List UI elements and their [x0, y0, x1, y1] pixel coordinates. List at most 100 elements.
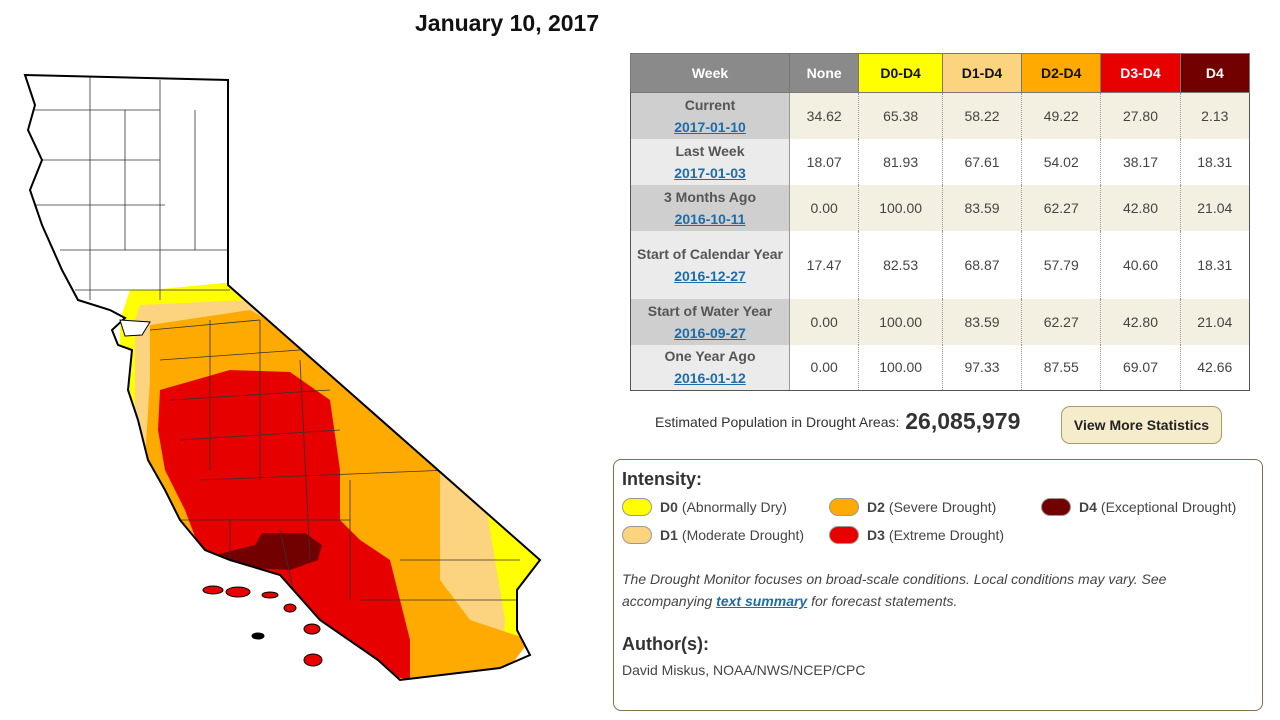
legend-note: The Drought Monitor focuses on broad-sca…: [622, 571, 1167, 609]
population-summary: Estimated Population in Drought Areas: 2…: [655, 408, 1020, 435]
legend-swatch: [1041, 498, 1071, 516]
column-header: D1-D4: [941, 53, 1023, 93]
legend-desc: (Abnormally Dry): [681, 499, 787, 515]
row-date-link[interactable]: 2016-09-27: [674, 324, 746, 341]
table-cell: 57.79: [1021, 230, 1102, 299]
d3-region: [158, 370, 410, 680]
table-cell: 67.61: [942, 138, 1023, 185]
drought-stats-table: Week None D0-D4 D1-D4 D2-D4 D3-D4 D4 Current 20…: [630, 53, 1251, 391]
legend-desc: (Severe Drought): [888, 499, 997, 515]
table-cell: 62.27: [1021, 184, 1102, 231]
legend-item-d3: D3 (Extreme Drought): [829, 526, 1004, 544]
table-cell: 54.02: [1021, 138, 1102, 185]
column-header: D3-D4: [1100, 53, 1181, 93]
d4-region: [215, 533, 322, 570]
table-cell: 18.07: [789, 138, 860, 185]
table-cell: 0.00: [789, 184, 860, 231]
table-row: Last Week 2017-01-03 18.07 81.93 67.61 54.02 3…: [630, 138, 1251, 185]
table-cell: 40.60: [1100, 230, 1181, 299]
table-row: One Year Ago 2016-01-12 0.00 100.00 97.33 87.…: [630, 344, 1251, 391]
view-more-statistics-button[interactable]: View More Statistics: [1061, 406, 1222, 444]
legend-swatch: [829, 498, 859, 516]
legend-desc: (Moderate Drought): [681, 527, 805, 543]
table-cell: 0.00: [789, 344, 860, 391]
table-cell: 21.04: [1180, 298, 1251, 345]
table-cell: 69.07: [1100, 344, 1181, 391]
legend-title: Intensity:: [622, 469, 703, 489]
legend-swatch: [622, 498, 652, 516]
page-title: January 10, 2017: [415, 10, 600, 36]
population-label: Estimated Population in Drought Areas:: [655, 414, 900, 430]
table-cell: 62.27: [1021, 298, 1102, 345]
column-header: D4: [1179, 53, 1251, 93]
table-cell: 65.38: [858, 92, 943, 139]
table-row: Current 2017-01-10 34.62 65.38 58.22 49.22 27.…: [630, 92, 1251, 139]
legend-item-d4: D4 (Exceptional Drought): [1041, 498, 1236, 516]
row-label: Start of Water Year 2016-09-27: [630, 298, 790, 345]
legend-code: D3: [867, 527, 885, 543]
legend-item-d0: D0 (Abnormally Dry): [622, 498, 787, 516]
legend-swatch: [622, 526, 652, 544]
table-cell: 27.80: [1100, 92, 1181, 139]
table-cell: 100.00: [858, 298, 943, 345]
county-lines: [25, 75, 520, 621]
row-label: Last Week 2017-01-03: [630, 138, 790, 185]
legend-item-d2: D2 (Severe Drought): [829, 498, 996, 516]
column-header: D2-D4: [1021, 53, 1102, 93]
table-cell: 18.31: [1180, 138, 1251, 185]
drought-map: [23, 73, 542, 682]
table-cell: 0.00: [789, 298, 860, 345]
table-row: 3 Months Ago 2016-10-11 0.00 100.00 83.59 62.…: [630, 184, 1251, 231]
row-label: One Year Ago 2016-01-12: [630, 344, 790, 391]
row-label-text: One Year Ago: [664, 348, 756, 365]
table-cell: 100.00: [858, 344, 943, 391]
intensity-legend: Intensity: D0 (Abnormally Dry) D1 (Moderate…: [613, 459, 1263, 711]
row-label-text: Start of Calendar Year: [636, 245, 784, 262]
legend-code: D0: [660, 499, 678, 515]
sf-bay: [119, 319, 151, 337]
table-cell: 42.80: [1100, 298, 1181, 345]
column-header: Week: [630, 53, 790, 93]
channel-islands: [202, 585, 323, 667]
row-date-link[interactable]: 2016-01-12: [674, 370, 746, 387]
table-cell: 83.59: [942, 184, 1023, 231]
table-cell: 42.80: [1100, 184, 1181, 231]
row-date-link[interactable]: 2017-01-03: [674, 164, 746, 181]
row-label: Start of Calendar Year 2016-12-27: [630, 230, 790, 299]
row-date-link[interactable]: 2017-01-10: [674, 118, 746, 135]
california-outline: [23, 73, 542, 682]
population-value: 26,085,979: [905, 408, 1021, 434]
table-cell: 18.31: [1180, 230, 1251, 299]
table-cell: 68.87: [942, 230, 1023, 299]
legend-desc: (Extreme Drought): [888, 527, 1005, 543]
table-cell: 2.13: [1180, 92, 1251, 139]
legend-code: D4: [1079, 499, 1097, 515]
row-label: Current 2017-01-10: [630, 92, 790, 139]
table-cell: 17.47: [789, 230, 860, 299]
table-cell: 38.17: [1100, 138, 1181, 185]
legend-desc: (Exceptional Drought): [1100, 499, 1237, 515]
column-header: None: [788, 53, 860, 93]
row-date-link[interactable]: 2016-12-27: [674, 267, 746, 284]
row-date-link[interactable]: 2016-10-11: [674, 210, 746, 227]
table-row: Start of Water Year 2016-09-27 0.00 100.00 8…: [630, 298, 1251, 345]
row-label: 3 Months Ago 2016-10-11: [630, 184, 790, 231]
table-cell: 42.66: [1180, 344, 1251, 391]
table-cell: 97.33: [942, 344, 1023, 391]
table-cell: 34.62: [789, 92, 860, 139]
text-summary-link[interactable]: text summary: [716, 593, 808, 609]
table-cell: 87.55: [1021, 344, 1102, 391]
legend-item-d1: D1 (Moderate Drought): [622, 526, 804, 544]
legend-code: D1: [660, 527, 678, 543]
table-cell: 82.53: [858, 230, 943, 299]
legend-swatch: [829, 526, 859, 544]
row-label-text: Last Week: [675, 142, 745, 159]
row-label-text: Start of Water Year: [647, 302, 773, 319]
table-cell: 81.93: [858, 138, 943, 185]
table-cell: 21.04: [1180, 184, 1251, 231]
legend-code: D2: [867, 499, 885, 515]
table-cell: 100.00: [858, 184, 943, 231]
row-label-text: Current: [684, 96, 736, 113]
table-row: Start of Calendar Year 2016-12-27 17.47 82.…: [630, 230, 1251, 299]
author-name: David Miskus, NOAA/NWS/NCEP/CPC: [622, 662, 866, 678]
